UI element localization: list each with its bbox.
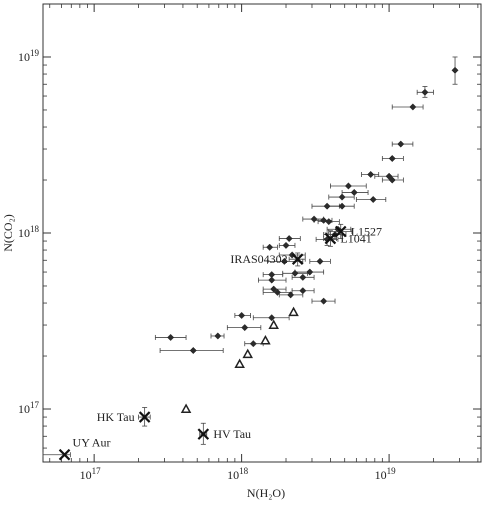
diamond-marker [320,216,328,224]
triangle-marker [268,319,279,329]
diamond-marker [409,103,417,111]
cross-marker [197,428,210,440]
triangle-marker [288,306,299,317]
diamond-marker [338,193,346,201]
cross-marker [58,448,71,461]
diamond-marker [287,291,295,299]
y-tick-label: 1018 [18,224,40,240]
triangle-marker [180,403,192,413]
diamond-marker [316,257,324,265]
axis-ticks: 1017 1018 1019 1017 1018 1019 [18,4,481,482]
diamond-marker [388,154,396,163]
cross-marker [291,253,304,265]
diamond-marker [167,333,175,342]
point-label: UY Aur [73,436,111,450]
point-label: IRAS04302 [230,252,287,266]
y-tick-label: 1017 [18,400,40,416]
diamond-marker [388,176,396,184]
diamond-marker [268,276,276,284]
diamond-marker [238,311,246,320]
diamond-marker [241,324,249,332]
point-label: HV Tau [213,427,251,441]
cross-marker [324,232,337,245]
diamond-marker [266,243,274,251]
y-tick-label: 1019 [18,48,40,64]
diamond-marker [397,140,405,148]
x-axis-label: N(H₂O) [247,486,285,500]
diamond-marker [280,257,288,265]
diamond-marker [306,268,314,276]
diamond-marker [299,287,307,295]
point-label: L1527 [351,224,382,238]
triangle-marker [242,348,253,359]
diamond-marker [291,269,299,277]
diamond-marker [285,234,293,243]
diamond-marker [338,202,346,210]
diamond-marker [320,297,328,305]
x-tick-label: 1019 [375,466,397,482]
plot-frame [42,3,482,463]
data-markers [58,66,459,461]
diamond-marker [421,88,429,96]
diamond-marker [299,273,307,281]
x-tick-label: 1018 [227,466,249,482]
point-label: L1041 [340,232,371,246]
diamond-marker [385,172,393,180]
diamond-marker [214,332,222,340]
diamond-marker [367,170,375,179]
x-tick-label: 1017 [80,466,102,482]
diamond-marker [282,241,290,249]
diamond-marker [350,188,358,196]
cross-marker [138,411,151,423]
diamond-marker [369,195,377,204]
diamond-marker [323,202,331,210]
diamond-marker [249,340,257,348]
diamond-marker [310,215,318,223]
diamond-marker [189,346,197,355]
diamond-marker [273,288,282,296]
point-label: HK Tau [97,410,135,424]
diamond-marker [451,66,459,74]
diamond-marker [268,314,276,322]
triangle-marker [260,334,271,345]
y-axis-label: N(CO₂) [1,214,15,252]
diamond-marker [344,182,352,190]
diamond-marker [325,218,333,226]
diamond-marker [270,285,278,293]
triangle-marker [234,358,245,369]
cross-marker [334,225,347,238]
